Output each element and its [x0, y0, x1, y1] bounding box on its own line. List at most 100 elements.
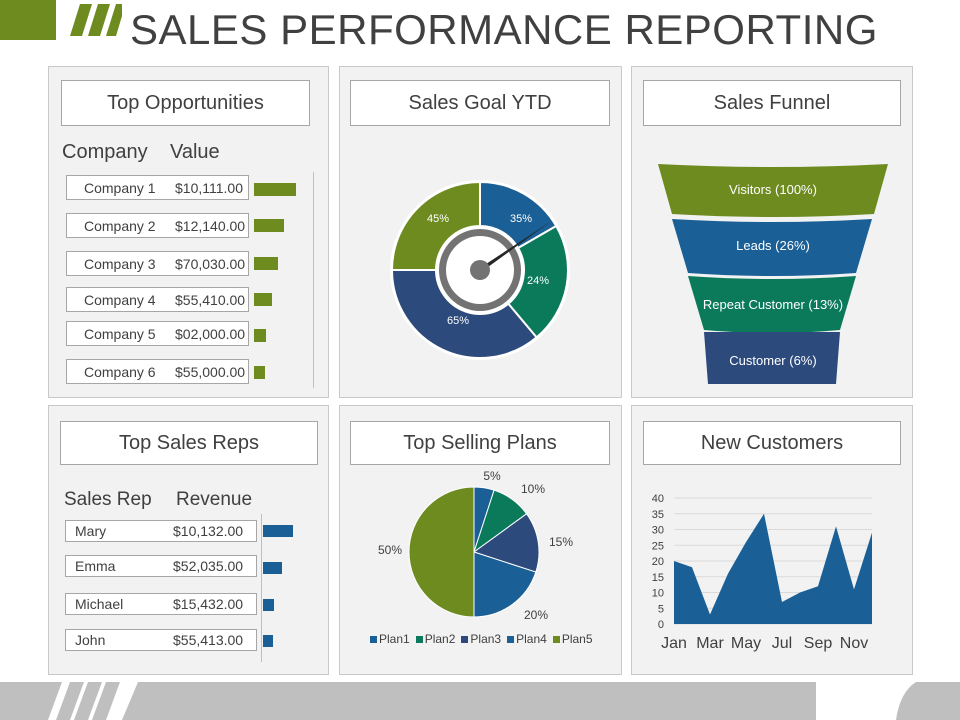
opportunity-bar: [254, 219, 284, 232]
pie-slice-label: 20%: [524, 608, 548, 622]
sales-rep-bar: [263, 525, 293, 537]
gauge-segment: [390, 269, 538, 359]
funnel-stage: [704, 332, 840, 384]
sales-funnel-title: Sales Funnel: [643, 80, 901, 126]
y-tick-label: 5: [658, 603, 664, 615]
footer-bar: [0, 682, 960, 720]
gauge-segment-label: 65%: [447, 315, 469, 327]
sales-rep-name: John: [75, 632, 106, 648]
pie-slice-label: 5%: [483, 469, 501, 483]
sales-rep-revenue: $55,413.00: [173, 632, 244, 648]
opportunity-row: Company 2 $12,140.00: [66, 213, 249, 238]
y-tick-label: 30: [652, 525, 664, 537]
top-opportunities-title: Top Opportunities: [61, 80, 310, 126]
opportunity-row: Company 6 $55,000.00: [66, 359, 249, 384]
company-name: Company 4: [84, 291, 156, 308]
pie-legend-label: Plan2: [424, 632, 456, 646]
pie-slice: [408, 486, 475, 618]
opportunity-value: $10,111.00: [175, 179, 243, 196]
x-tick-label: Nov: [840, 635, 868, 652]
funnel-stage-label: Leads (26%): [736, 238, 810, 253]
opportunity-row: Company 4 $55,410.00: [66, 287, 249, 312]
opportunity-bar: [254, 183, 296, 196]
opportunity-bar: [254, 257, 278, 270]
opportunity-row: Company 3 $70,030.00: [66, 251, 249, 276]
y-tick-label: 15: [652, 572, 664, 584]
opportunity-bar: [254, 329, 266, 342]
opportunity-value: $12,140.00: [175, 217, 246, 234]
funnel-stage-label: Visitors (100%): [729, 182, 817, 197]
pie-legend-item: Plan1: [370, 632, 410, 646]
x-tick-label: Jan: [661, 635, 687, 652]
y-tick-label: 0: [658, 619, 664, 631]
pie-legend-swatch: [461, 635, 469, 643]
sales-rep-revenue: $52,035.00: [173, 558, 244, 574]
revenue-column-header: Revenue: [176, 489, 253, 510]
pie-slice: [472, 513, 540, 573]
pie-legend-item: Plan5: [552, 632, 593, 646]
pie-legend-label: Plan3: [470, 632, 502, 646]
gauge-needle-pivot: [470, 260, 490, 280]
company-name: Company 5: [84, 325, 156, 342]
opportunity-bar: [254, 366, 265, 379]
sales-rep-bar: [263, 562, 282, 574]
pie-legend-item: Plan2: [415, 632, 456, 646]
top-selling-plans-pie: 5% 10% 15% 20% 50%: [378, 469, 573, 622]
funnel-stage: [688, 276, 856, 333]
company-name: Company 6: [84, 363, 156, 380]
pie-legend-label: Plan4: [516, 632, 547, 646]
opportunity-value: $55,410.00: [175, 291, 246, 308]
x-tick-label: Sep: [804, 635, 833, 652]
y-tick-label: 20: [652, 556, 664, 568]
company-column-header: Company: [62, 141, 148, 163]
sales-rep-name: Michael: [75, 596, 124, 612]
value-column-header: Value: [170, 141, 220, 163]
y-tick-label: 10: [652, 588, 664, 600]
page-title: SALES PERFORMANCE REPORTING: [130, 6, 878, 53]
sales-rep-row: Michael $15,432.00: [65, 593, 257, 615]
sales-rep-name: Mary: [75, 523, 107, 539]
sales-rep-row: Emma $52,035.00: [65, 555, 257, 577]
header-stripes: [70, 4, 122, 36]
gauge-segment-label: 45%: [427, 213, 449, 225]
area-series: [674, 513, 872, 624]
new-customers-title: New Customers: [643, 421, 901, 465]
funnel-stage: [658, 164, 888, 217]
opportunity-value: $55,000.00: [175, 363, 246, 380]
sales-rep-bar: [263, 599, 274, 611]
top-sales-reps-title: Top Sales Reps: [60, 421, 318, 465]
y-tick-label: 35: [652, 509, 664, 521]
x-tick-label: May: [731, 635, 761, 652]
funnel-stage: [672, 219, 872, 276]
sales-funnel-chart: Visitors (100%) Leads (26%) Repeat Custome…: [658, 164, 888, 384]
opportunity-row: Company 1 $10,111.00: [66, 175, 249, 200]
pie-legend-item: Plan3: [461, 632, 501, 646]
pie-slice-label: 50%: [378, 543, 402, 557]
x-tick-label: Jul: [772, 635, 792, 652]
sales-rep-name: Emma: [75, 558, 116, 574]
gauge-segment: [390, 180, 481, 271]
bar-axis-line: [313, 172, 314, 388]
y-tick-label: 25: [652, 540, 664, 552]
opportunity-value: $02,000.00: [175, 325, 246, 342]
funnel-stage-label: Repeat Customer (13%): [703, 297, 843, 312]
pie-legend-swatch: [552, 635, 560, 643]
sales-goal-title: Sales Goal YTD: [350, 80, 610, 126]
sales-goal-gauge: 45% 35% 24% 65%: [390, 180, 570, 360]
pie-legend-item: Plan4: [507, 632, 547, 646]
sales-rep-revenue: $15,432.00: [173, 596, 244, 612]
pie-legend: Plan1 Plan2 Plan3 Plan4 Plan5: [370, 632, 593, 646]
opportunity-bar: [254, 293, 272, 306]
gauge-needle: [477, 222, 550, 275]
pie-legend-swatch: [370, 635, 377, 643]
sales-rep-column-header: Sales Rep: [64, 489, 152, 510]
pie-legend-label: Plan5: [561, 632, 593, 646]
opportunity-row: Company 5 $02,000.00: [66, 321, 249, 346]
pie-slice-label: 10%: [521, 482, 545, 496]
pie-legend-swatch: [507, 635, 515, 643]
pie-legend-label: Plan1: [379, 632, 410, 646]
pie-legend-swatch: [415, 635, 423, 643]
company-name: Company 1: [84, 179, 156, 196]
funnel-stage-label: Customer (6%): [729, 353, 816, 368]
new-customers-area-chart: 0 5 10 15 20 25 30 35 40 Jan Mar May Jul Sep Nov: [652, 493, 872, 652]
